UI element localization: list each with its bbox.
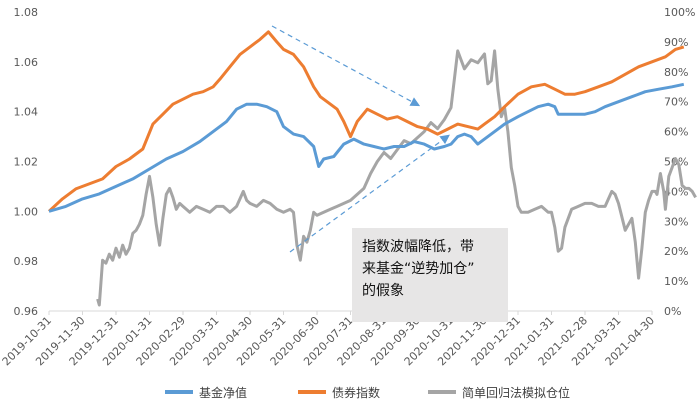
left-tick-label: 0.98 [14,255,39,268]
left-tick-label: 1.04 [14,106,39,119]
right-tick-label: 100% [664,6,695,19]
left-axis-ticks: 0.96 0.98 1.00 1.02 1.04 1.06 1.08 [14,6,39,318]
legend-label: 简单回归法模拟仓位 [462,385,570,400]
left-tick-label: 1.08 [14,6,39,19]
legend: 基金净值 债券指数 简单回归法模拟仓位 [165,385,570,400]
annotation-line-3: 的假象 [362,283,404,299]
series-line-0 [48,82,685,213]
arrow-down [271,25,421,107]
right-tick-label: 30% [664,215,688,228]
arrow-up [289,134,450,253]
annotation-line-1: 指数波幅降低，带 [362,239,474,255]
left-tick-label: 1.00 [14,205,39,218]
right-tick-label: 20% [664,245,688,258]
series-layer [47,30,697,307]
right-tick-label: 10% [664,275,688,288]
series-line-1 [47,30,685,213]
series-line-2 [96,49,697,307]
left-tick-label: 1.06 [14,56,39,69]
right-tick-label: 60% [664,126,688,139]
right-tick-label: 70% [664,96,688,109]
legend-label: 债券指数 [332,385,380,400]
annotation-arrows [271,25,450,253]
left-tick-label: 0.96 [14,305,39,318]
x-axis-ticks: 2019-10-312019-11-302019-12-312020-01-31… [0,311,657,368]
right-axis-ticks: 0%10%20%30%40%50%60%70%80%90%100% [664,6,695,318]
left-tick-label: 1.02 [14,156,39,169]
annotation-line-2: 来基金“逆势加仓” [362,261,475,277]
right-tick-label: 80% [664,66,688,79]
legend-label: 基金净值 [199,385,247,400]
annotation-box: 指数波幅降低，带 来基金“逆势加仓” 的假象 [352,228,508,322]
right-tick-label: 90% [664,36,688,49]
right-tick-label: 0% [664,305,681,318]
right-tick-label: 40% [664,185,688,198]
